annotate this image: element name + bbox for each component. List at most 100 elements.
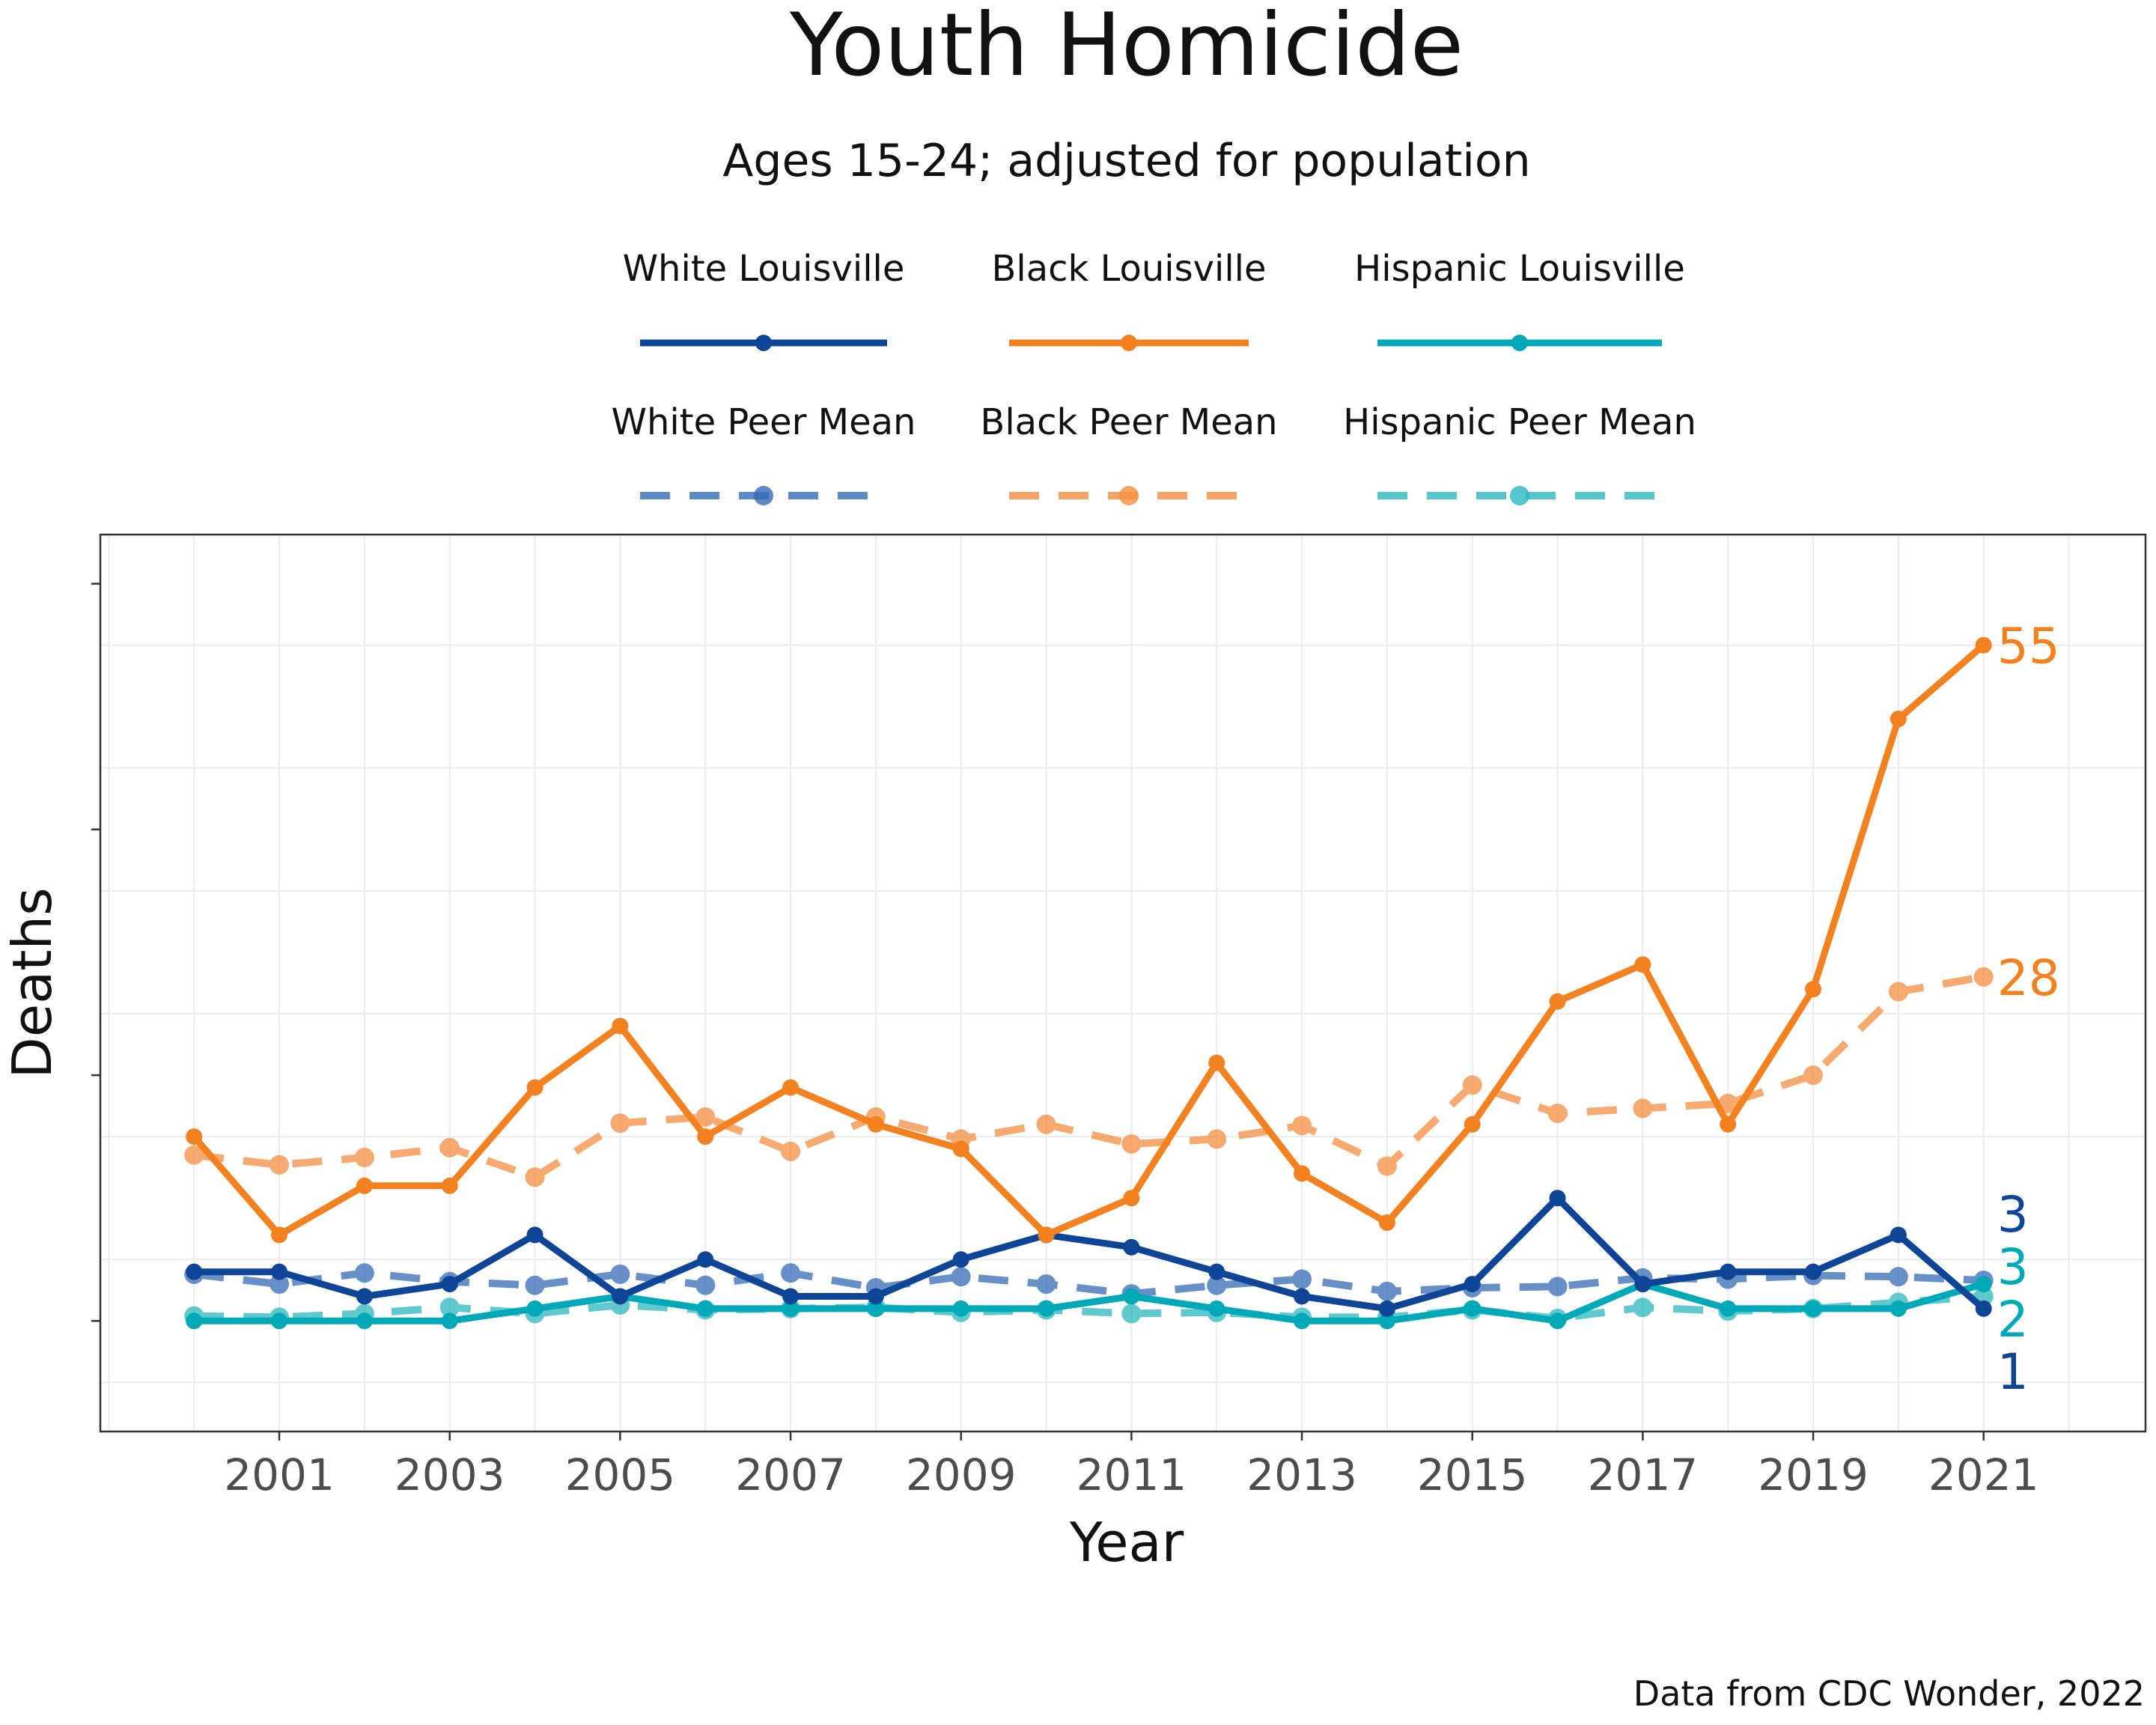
data-point (1975, 1300, 1992, 1317)
data-point (610, 1264, 630, 1284)
legend-label: Hispanic Louisville (1354, 248, 1685, 290)
x-tick-label: 2015 (1417, 1449, 1528, 1500)
chart-subtitle: Ages 15-24; adjusted for population (722, 135, 1530, 187)
data-point (1720, 1300, 1737, 1317)
data-point (1294, 1288, 1311, 1305)
data-point (1634, 1276, 1651, 1293)
data-point (610, 1113, 630, 1134)
data-point (782, 1288, 800, 1305)
data-point (439, 1297, 460, 1318)
legend-label: Hispanic Peer Mean (1343, 401, 1696, 443)
x-tick-label: 2017 (1588, 1449, 1699, 1500)
data-point (441, 1276, 458, 1293)
series-line-white-louisville (194, 1194, 1986, 1312)
caption: Data from CDC Wonder, 2022 (1633, 1673, 2145, 1714)
data-point (952, 1140, 969, 1157)
data-point (1633, 1297, 1653, 1318)
legend-label: Black Peer Mean (980, 401, 1277, 443)
data-point (526, 1300, 543, 1317)
data-point (441, 1312, 458, 1330)
legend-item-white-louisville: White Louisville (623, 248, 904, 351)
data-point (1377, 1281, 1397, 1301)
legend-item-hispanic-louisville: Hispanic Louisville (1354, 248, 1685, 351)
data-point (1207, 1275, 1227, 1295)
data-point (1805, 981, 1822, 998)
data-point (1378, 1312, 1395, 1330)
x-tick-label: 2021 (1928, 1449, 2039, 1500)
legend-item-black-peer-mean: Black Peer Mean (980, 401, 1278, 505)
data-point (439, 1137, 460, 1157)
data-point (1036, 1114, 1056, 1134)
data-point (1975, 1276, 1992, 1293)
data-point (781, 1141, 801, 1161)
data-point (1207, 1129, 1227, 1149)
data-point (1547, 1103, 1568, 1123)
legend-item-hispanic-peer-mean: Hispanic Peer Mean (1343, 401, 1696, 505)
series-white-louisville (186, 1190, 1992, 1317)
data-point (186, 1128, 203, 1146)
series-black-louisville (186, 636, 1992, 1244)
series-black-peer-mean (184, 967, 1994, 1187)
data-point (526, 1226, 543, 1244)
data-point (782, 1079, 800, 1096)
legend-label: White Peer Mean (612, 401, 916, 443)
data-point (951, 1267, 971, 1287)
x-tick-label: 2007 (735, 1449, 846, 1500)
series-layer (184, 636, 1994, 1330)
data-point (1720, 1116, 1737, 1133)
y-axis-title: Deaths (1, 887, 64, 1078)
data-point (1464, 1300, 1481, 1317)
chart-title: Youth Homicide (789, 0, 1464, 96)
data-point (1036, 1274, 1056, 1294)
data-point (441, 1177, 458, 1194)
legend-swatch-point (1121, 335, 1137, 351)
data-point (356, 1312, 373, 1330)
data-point (867, 1288, 884, 1305)
data-point (1888, 982, 1908, 1002)
data-point (1549, 993, 1566, 1010)
data-point (1294, 1165, 1311, 1182)
data-point (1805, 1300, 1822, 1317)
data-point (697, 1251, 714, 1268)
data-point (1889, 1300, 1907, 1317)
legend-swatch-point (1119, 486, 1139, 505)
data-point (952, 1300, 969, 1317)
data-point (271, 1263, 288, 1280)
data-point (612, 1017, 629, 1035)
legend-item-black-louisville: Black Louisville (991, 248, 1267, 351)
data-point (270, 1274, 290, 1294)
data-point (1121, 1303, 1142, 1324)
data-point (1720, 1263, 1737, 1280)
data-point (1549, 1190, 1566, 1207)
end-label-hispanic-louisville: 3 (1997, 1238, 2029, 1296)
data-point (1805, 1263, 1822, 1280)
data-point (1889, 1226, 1907, 1244)
data-point (1973, 967, 1994, 987)
data-point (1292, 1116, 1312, 1136)
x-tick-label: 2001 (224, 1449, 335, 1500)
legend: White Louisville Black Louisville Hispanic… (612, 248, 1696, 505)
data-point (270, 1154, 290, 1175)
data-point (1038, 1226, 1055, 1244)
data-point (525, 1275, 545, 1295)
data-point (1378, 1300, 1395, 1317)
data-point (354, 1263, 374, 1283)
end-label-black-louisville: 55 (1997, 618, 2060, 675)
data-point (1462, 1075, 1482, 1095)
data-point (356, 1288, 373, 1305)
end-label-white-peer-mean: 3 (1997, 1186, 2029, 1244)
data-point (1292, 1269, 1312, 1289)
series-line-black-louisville (191, 642, 1986, 1238)
data-point (1208, 1300, 1225, 1317)
data-point (1123, 1238, 1140, 1256)
data-point (271, 1226, 288, 1244)
data-point (695, 1275, 716, 1295)
series-line-black-peer-mean (193, 973, 1985, 1181)
data-point (1975, 636, 1992, 654)
series-line-hispanic-peer-mean (194, 1292, 1985, 1322)
end-label-white-louisville: 1 (1997, 1343, 2029, 1401)
data-point (271, 1312, 288, 1330)
data-point (184, 1145, 204, 1165)
